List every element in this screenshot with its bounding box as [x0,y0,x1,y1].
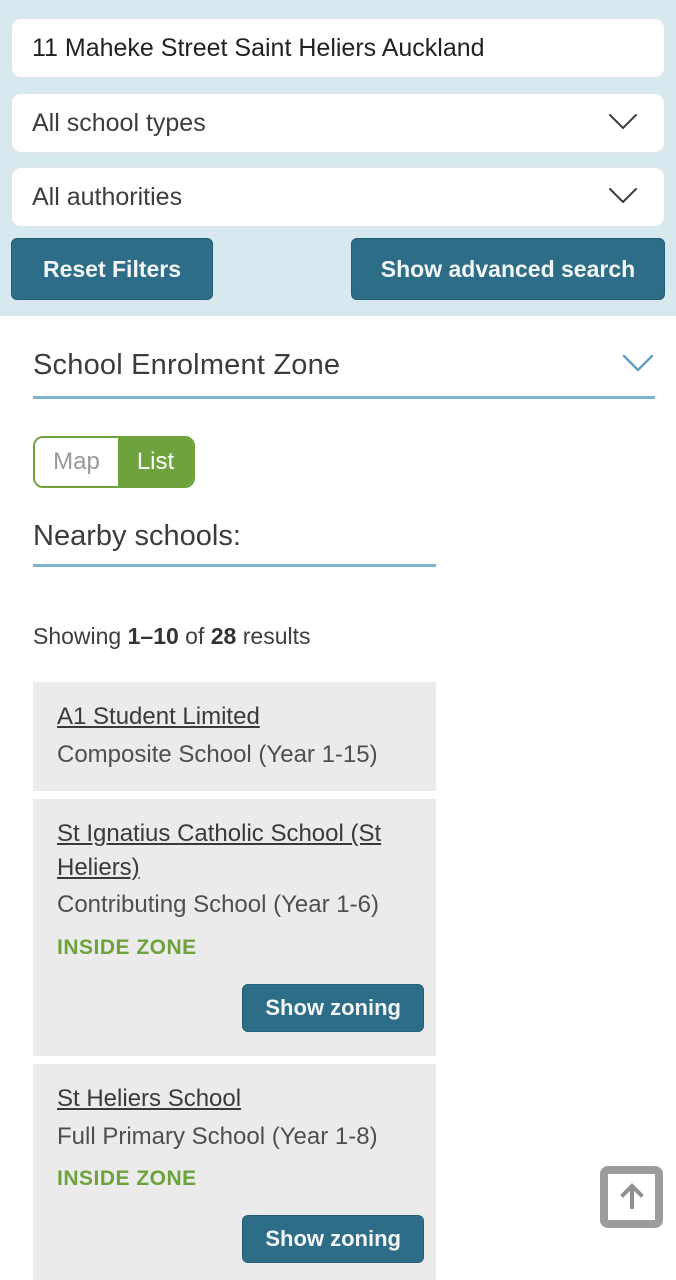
school-type-label: Contributing School (Year 1-6) [57,891,379,919]
zoning-button-row: Show zoning [57,1215,424,1264]
show-zoning-button[interactable]: Show zoning [242,983,424,1032]
school-name-link[interactable]: St Heliers School [57,1084,242,1112]
school-type-select[interactable]: All school types [11,93,665,153]
school-list: A1 Student Limited Composite School (Yea… [33,682,436,1280]
nearby-schools-heading: Nearby schools: [33,520,241,552]
show-zoning-button[interactable]: Show zoning [242,1215,424,1264]
chevron-down-icon [608,183,638,212]
zone-section-title: School Enrolment Zone [33,349,341,381]
results-suffix: results [236,623,311,649]
map-list-toggle: Map List [33,436,195,488]
results-summary: Showing 1–10 of 28 results [33,623,655,650]
show-advanced-search-button[interactable]: Show advanced search [351,238,665,300]
school-type-label: Composite School (Year 1-15) [57,740,378,768]
filter-buttons-row: Reset Filters Show advanced search [11,238,665,300]
results-summary-prefix: Showing [33,623,128,649]
section-divider [33,396,655,399]
enrolment-zone-section: School Enrolment Zone Map List Nearby sc… [0,316,676,1280]
heading-divider [33,564,436,567]
address-search-input[interactable] [32,33,644,63]
school-card: St Heliers School Full Primary School (Y… [33,1063,436,1280]
inside-zone-badge: INSIDE ZONE [57,935,197,959]
back-to-top-button[interactable] [600,1166,663,1228]
arrow-up-icon [615,1179,649,1216]
inside-zone-badge: INSIDE ZONE [57,1167,197,1191]
results-range: 1–10 [127,623,179,649]
school-card: St Ignatius Catholic School (St Heliers)… [33,799,436,1056]
zoning-button-row: Show zoning [57,983,424,1032]
search-filter-panel: All school types All authorities Reset F… [0,0,676,316]
chevron-down-icon [608,109,638,138]
authority-select[interactable]: All authorities [11,167,665,227]
authority-selected-value: All authorities [32,182,183,211]
school-card: A1 Student Limited Composite School (Yea… [33,682,436,792]
school-name-link[interactable]: A1 Student Limited [57,703,260,730]
reset-filters-button[interactable]: Reset Filters [11,238,213,300]
map-toggle-button[interactable]: Map [35,438,118,486]
chevron-down-icon [621,353,655,378]
school-name-link[interactable]: St Ignatius Catholic School (St Heliers) [57,820,382,881]
results-total: 28 [210,623,237,649]
address-search-field [11,18,665,78]
school-type-selected-value: All school types [32,108,206,137]
zone-section-header[interactable]: School Enrolment Zone [33,349,655,382]
results-of-text: of [178,623,211,649]
school-type-label: Full Primary School (Year 1-8) [57,1122,378,1150]
list-toggle-button[interactable]: List [118,438,193,486]
